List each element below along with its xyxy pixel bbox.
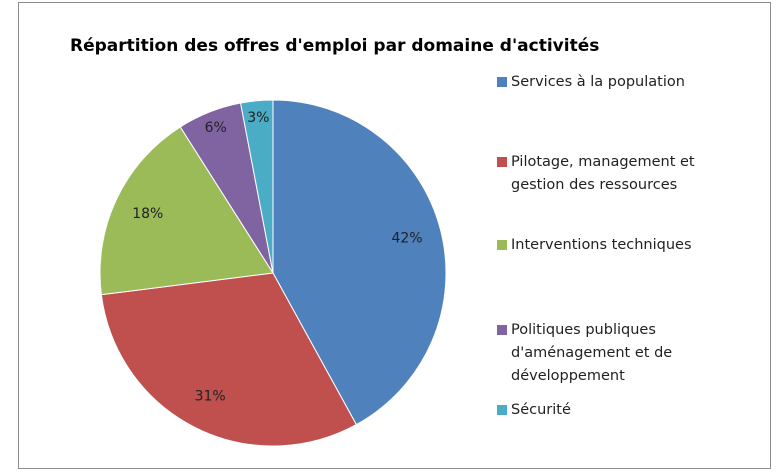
legend-entry: Services à la population [497, 71, 727, 94]
legend-entry: Pilotage, management et gestion des ress… [497, 151, 727, 197]
data-label: 3% [247, 110, 269, 126]
legend-label: Sécurité [511, 402, 571, 418]
legend-swatch [497, 325, 507, 335]
legend-entry: Politiques publiques d'aménagement et de… [497, 319, 727, 388]
legend-label: Interventions techniques [511, 237, 692, 253]
legend-swatch [497, 405, 507, 415]
legend-label: Politiques publiques d'aménagement et de… [511, 322, 673, 384]
chart-title: Répartition des offres d'emploi par doma… [70, 36, 599, 56]
data-label: 31% [195, 388, 226, 404]
legend-swatch [497, 77, 507, 87]
legend-entry: Interventions techniques [497, 234, 727, 257]
legend-label: Pilotage, management et gestion des ress… [511, 154, 695, 193]
legend-swatch [497, 157, 507, 167]
pie-slice [272, 99, 447, 426]
legend-label: Services à la population [511, 74, 685, 90]
data-label: 6% [205, 120, 227, 136]
legend-swatch [497, 240, 507, 250]
pie-slice [239, 99, 274, 274]
data-label: 42% [391, 231, 422, 247]
data-label: 18% [132, 206, 163, 222]
legend-entry: Sécurité [497, 399, 727, 422]
pie-slice [100, 272, 358, 447]
pie-slice [99, 126, 274, 296]
